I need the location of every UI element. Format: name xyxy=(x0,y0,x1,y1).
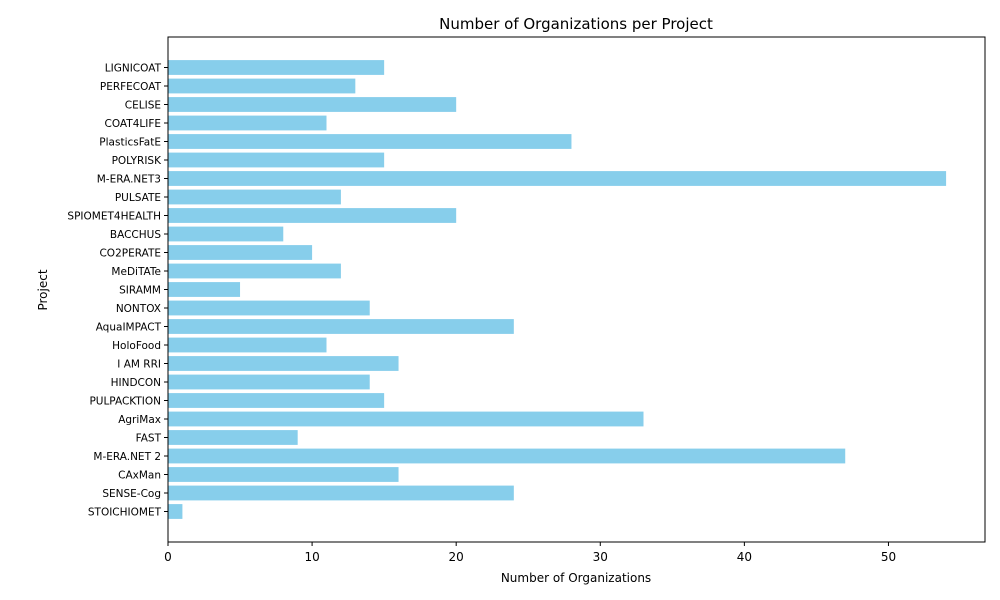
y-tick-label: I AM RRI xyxy=(117,359,161,371)
x-tick-label: 20 xyxy=(449,550,464,564)
y-tick-label: CO2PERATE xyxy=(99,248,161,260)
y-tick-label: PlasticsFatE xyxy=(99,137,161,149)
x-tick-label: 40 xyxy=(737,550,752,564)
bar-lignicoat xyxy=(168,60,385,75)
bar-sense-cog xyxy=(168,485,514,501)
bar-bacchus xyxy=(168,226,284,242)
bar-coat4life xyxy=(168,115,327,131)
y-tick-label: HINDCON xyxy=(111,377,161,389)
y-tick-label: AgriMax xyxy=(118,414,161,426)
bar-aquaimpact xyxy=(168,319,514,334)
bar-co2perate xyxy=(168,245,313,260)
y-tick-label: M-ERA.NET 2 xyxy=(93,451,161,463)
bar-m-era-net3 xyxy=(168,171,947,186)
x-ticks: 0 10 20 30 40 50 xyxy=(164,542,896,564)
y-tick-label: MeDiTATe xyxy=(111,266,161,278)
bar-pulsate xyxy=(168,189,341,205)
bar-siramm xyxy=(168,282,241,297)
plot-frame xyxy=(167,36,986,543)
y-tick-label: PULSATE xyxy=(115,192,161,204)
y-tick-label: STOICHIOMET xyxy=(88,507,162,519)
bar-stoichiomet xyxy=(168,504,183,519)
bar-hindcon xyxy=(168,374,370,390)
bar-meditate xyxy=(168,263,341,279)
y-tick-label: NONTOX xyxy=(116,303,161,315)
y-tick-label: SIRAMM xyxy=(119,285,161,297)
y-tick-label: CELISE xyxy=(125,100,161,112)
bar-nontox xyxy=(168,300,370,316)
bar-caxman xyxy=(168,467,399,482)
chart-title: Number of Organizations per Project xyxy=(439,15,713,33)
bar-i-am-rri xyxy=(168,356,399,371)
bar-polyrisk xyxy=(168,152,385,168)
x-tick-label: 0 xyxy=(164,550,172,564)
y-tick-label: SENSE-Cog xyxy=(102,488,161,500)
x-tick-label: 30 xyxy=(593,550,608,564)
y-axis-label: Project xyxy=(36,269,50,310)
x-tick-label: 50 xyxy=(881,550,896,564)
y-tick-label: LIGNICOAT xyxy=(105,63,162,75)
bar-m-era-net-2 xyxy=(168,448,846,464)
bars-group xyxy=(168,60,947,519)
x-tick-label: 10 xyxy=(304,550,319,564)
x-axis-label: Number of Organizations xyxy=(501,571,651,585)
bar-spiomet4health xyxy=(168,208,457,223)
y-tick-label: PULPACKTION xyxy=(89,396,161,408)
y-tick-label: COAT4LIFE xyxy=(105,118,162,130)
bar-agrimax xyxy=(168,411,644,427)
y-tick-labels: STOICHIOMET SENSE-Cog CAxMan M-ERA.NET 2 FAS… xyxy=(67,63,168,519)
bar-celise xyxy=(168,97,457,112)
y-tick-label: HoloFood xyxy=(112,340,161,352)
y-tick-label: SPIOMET4HEALTH xyxy=(67,211,161,223)
y-tick-label: AquaIMPACT xyxy=(96,322,162,334)
y-tick-label: CAxMan xyxy=(118,470,161,482)
bar-perfecoat xyxy=(168,78,356,94)
y-tick-label: M-ERA.NET3 xyxy=(97,174,161,186)
bar-holofood xyxy=(168,337,327,353)
bar-plasticsfate xyxy=(168,134,572,149)
y-tick-label: BACCHUS xyxy=(110,229,161,241)
bar-pulpacktion xyxy=(168,393,385,408)
y-tick-label: POLYRISK xyxy=(112,155,163,167)
y-tick-label: PERFECOAT xyxy=(100,81,162,93)
bar-fast xyxy=(168,430,298,445)
y-tick-label: FAST xyxy=(136,433,162,445)
